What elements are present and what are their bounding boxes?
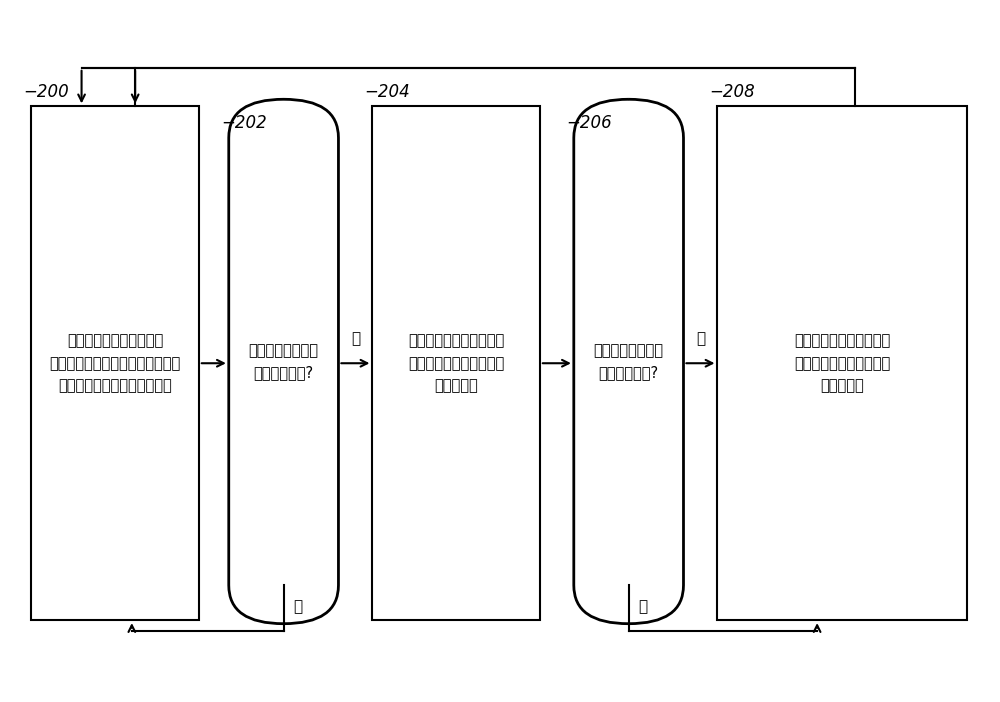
Text: 接收与联接至飞行器机翼
的襟翼的第一致动器和第二致动器
的位置和速度相关的感测信号: 接收与联接至飞行器机翼 的襟翼的第一致动器和第二致动器 的位置和速度相关的感测信…: [49, 333, 181, 393]
Text: 减小领先致动器的速度，
直到滞后致动器赶上领先
致动器为止: 减小领先致动器的速度， 直到滞后致动器赶上领先 致动器为止: [408, 333, 504, 393]
Text: 是: 是: [696, 331, 705, 346]
Text: 减小领先致动器的速度，
直到滞后致动器赶上领先
致动器为止: 减小领先致动器的速度， 直到滞后致动器赶上领先 致动器为止: [794, 333, 890, 393]
Text: −204: −204: [364, 83, 410, 100]
FancyBboxPatch shape: [31, 106, 199, 620]
FancyBboxPatch shape: [229, 99, 338, 623]
Text: −206: −206: [566, 114, 612, 132]
FancyBboxPatch shape: [574, 99, 683, 623]
FancyBboxPatch shape: [717, 106, 967, 620]
Text: −200: −200: [23, 83, 69, 100]
Text: 否: 否: [294, 600, 303, 614]
Text: −202: −202: [221, 114, 267, 132]
FancyBboxPatch shape: [372, 106, 540, 620]
Text: 是: 是: [351, 331, 360, 346]
Text: −208: −208: [709, 83, 755, 100]
Text: 感测信号之间是否
存在位置差异?: 感测信号之间是否 存在位置差异?: [249, 343, 319, 380]
Text: 感测信号之间是否
存在速度差异?: 感测信号之间是否 存在速度差异?: [594, 343, 664, 380]
Text: 否: 否: [639, 600, 648, 614]
